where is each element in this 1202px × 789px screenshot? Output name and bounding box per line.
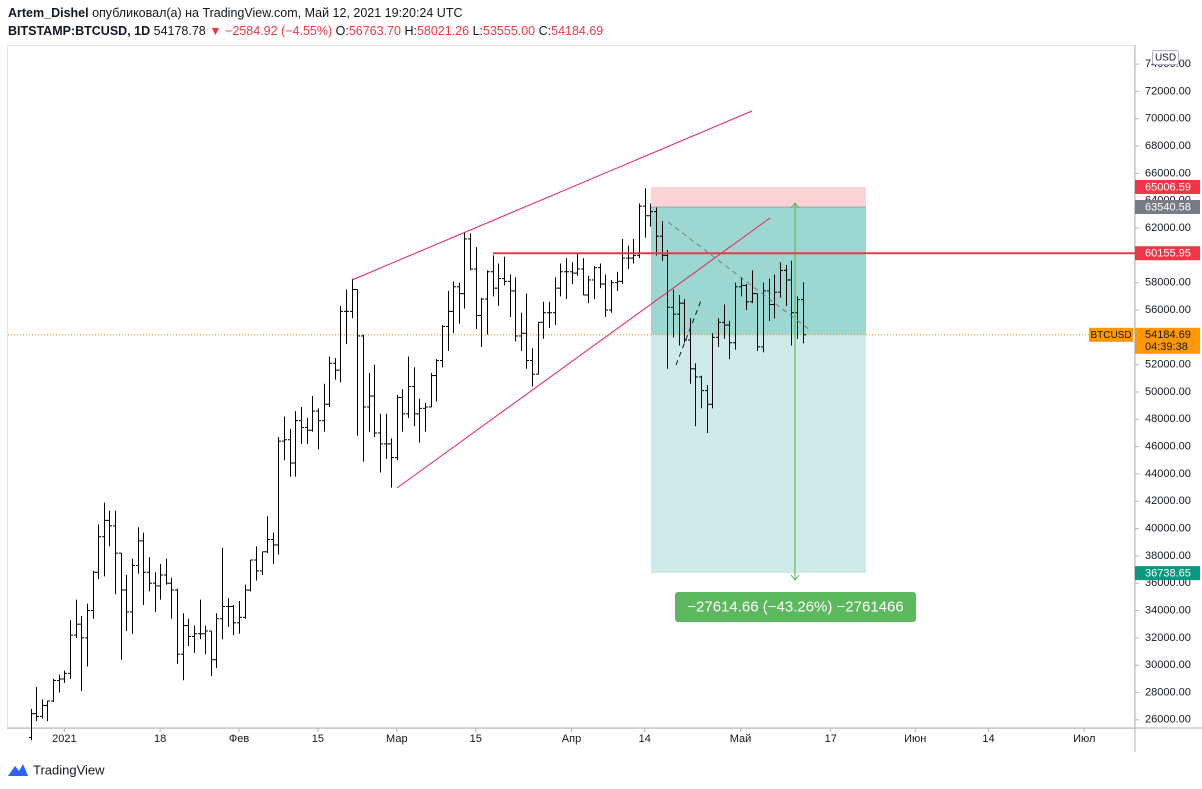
change: ▼ −2584.92 (−4.55%) xyxy=(209,24,333,38)
x-tick-label: Мар xyxy=(386,733,408,745)
last-price: 54178.78 xyxy=(153,24,206,38)
y-tick-label: 30000.00 xyxy=(1145,659,1191,671)
y-tick-label: 70000.00 xyxy=(1145,113,1191,125)
price-tag xyxy=(1135,246,1200,261)
drawings xyxy=(351,110,1135,581)
y-tick-label: 38000.00 xyxy=(1145,550,1191,562)
y-tick-label: 34000.00 xyxy=(1145,604,1191,616)
measure-label: −27614.66 (−43.26%) −2761466 xyxy=(687,598,903,615)
wedge-lower xyxy=(396,217,771,489)
last-price-label: 54184.69 xyxy=(1145,329,1191,341)
y-tick-label: 72000.00 xyxy=(1145,85,1191,97)
x-tick-label: 14 xyxy=(982,733,994,745)
last-price-tag xyxy=(1135,327,1200,354)
x-tick-label: 2021 xyxy=(52,733,76,745)
currency: USD xyxy=(1155,53,1176,64)
ohlc-value: 54184.69 xyxy=(551,24,604,38)
header-row: Artem_Dishel опубликовал(а) на TradingVi… xyxy=(8,4,603,22)
y-tick-label: 28000.00 xyxy=(1145,686,1191,698)
y-tick-label: 52000.00 xyxy=(1145,359,1191,371)
price-tag-label: 36738.65 xyxy=(1145,568,1191,580)
logo xyxy=(8,764,28,776)
x-tick-label: Апр xyxy=(562,733,581,745)
price-tag-label: 65006.59 xyxy=(1145,181,1191,193)
ohlc-value: 53555.00 xyxy=(483,24,536,38)
stop-zone xyxy=(651,186,866,207)
header: Artem_Dishel опубликовал(а) на TradingVi… xyxy=(8,4,603,40)
symbol-tag-label: BTCUSD xyxy=(1090,330,1131,341)
currency-box xyxy=(1152,50,1179,65)
ohlc-value: 58021.26 xyxy=(416,24,470,38)
y-tick-label: 50000.00 xyxy=(1145,386,1191,398)
profit-zone xyxy=(651,334,866,574)
author: Artem_Dishel xyxy=(8,6,89,20)
zones xyxy=(8,186,1135,574)
brand: TradingView xyxy=(33,762,105,777)
price-tag xyxy=(1135,566,1200,581)
ohlc-value: 56763.70 xyxy=(348,24,401,38)
y-tick-label: 32000.00 xyxy=(1145,632,1191,644)
published: опубликовал(а) на TradingView.com, Май 1… xyxy=(92,6,463,20)
ohlc: O:56763.70 H:58021.26 L:53555.00 C:54184… xyxy=(336,24,604,38)
arrow-heads xyxy=(790,202,800,581)
price-tag xyxy=(1135,199,1200,214)
price-tag-label: 60155.95 xyxy=(1145,248,1191,260)
y-tick-label: 48000.00 xyxy=(1145,413,1191,425)
ohlc-label: C: xyxy=(538,24,552,38)
countdown: 04:39:38 xyxy=(1145,341,1188,353)
x-tick-label: Фев xyxy=(229,733,249,745)
logo-icon xyxy=(8,764,28,776)
y-tick-label: 58000.00 xyxy=(1145,277,1191,289)
ohlc-label: L: xyxy=(472,24,483,38)
y-tick-label: 40000.00 xyxy=(1145,522,1191,534)
x-tick-label: 18 xyxy=(154,733,166,745)
dashed-line xyxy=(667,221,811,331)
plot-frame xyxy=(7,45,1135,729)
y-tick-label: 62000.00 xyxy=(1145,222,1191,234)
ohlc-label: H: xyxy=(404,24,417,38)
price-tag xyxy=(1135,179,1200,194)
measure-box xyxy=(675,592,916,622)
y-tick-label: 56000.00 xyxy=(1145,304,1191,316)
y-tick-label: 46000.00 xyxy=(1145,441,1191,453)
ohlc-label: O: xyxy=(335,24,349,38)
x-tick-label: Май xyxy=(730,733,752,745)
wedge-upper xyxy=(351,110,753,281)
symbol-tag xyxy=(1089,327,1133,342)
dashed-line xyxy=(675,297,703,366)
x-tick-label: 15 xyxy=(312,733,324,745)
x-tick-label: 14 xyxy=(639,733,651,745)
axes: 26000.00 28000.00 30000.00 32000.00 34000.00… xyxy=(52,58,1191,745)
header-row: BITSTAMP:BTCUSD, 1D 54178.78 ▼ −2584.92 … xyxy=(8,22,603,40)
x-tick-label: 15 xyxy=(470,733,482,745)
y-tick-label: 26000.00 xyxy=(1145,714,1191,726)
price-tag-label: 63540.58 xyxy=(1145,201,1191,213)
y-tick-label: 66000.00 xyxy=(1145,167,1191,179)
profit-zone-filled xyxy=(651,206,866,335)
y-tick-label: 44000.00 xyxy=(1145,468,1191,480)
symbol: BITSTAMP:BTCUSD, 1D xyxy=(8,24,151,38)
x-tick-label: 17 xyxy=(825,733,837,745)
y-tick-label: 42000.00 xyxy=(1145,495,1191,507)
x-tick-label: Июл xyxy=(1073,733,1095,745)
x-tick-label: Июн xyxy=(904,733,926,745)
y-tick-label: 68000.00 xyxy=(1145,140,1191,152)
